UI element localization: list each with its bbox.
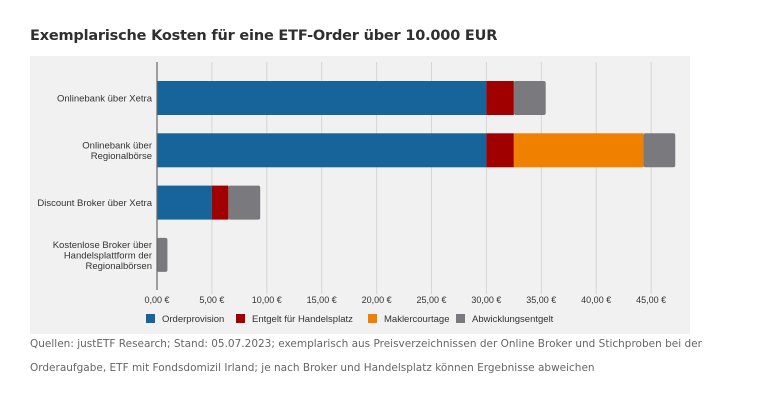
legend-label: Maklercourtage bbox=[384, 314, 449, 325]
legend-swatch bbox=[146, 314, 155, 323]
bar-segment bbox=[157, 237, 168, 272]
x-tick-label: 5,00 € bbox=[199, 295, 224, 305]
bar-segment bbox=[211, 185, 229, 220]
bar-segment bbox=[513, 133, 644, 168]
legend-swatch bbox=[236, 314, 245, 323]
category-label: Kostenlose Broker über Handelsplattform d… bbox=[53, 240, 152, 272]
source-note-line-1: Quellen: justETF Research; Stand: 05.07.… bbox=[30, 338, 702, 350]
bar-segment bbox=[157, 81, 487, 115]
category-label: Onlinebank über Xetra bbox=[57, 94, 153, 105]
bar-segment bbox=[513, 81, 546, 115]
category-label: Onlinebank über Regionalbörse bbox=[82, 141, 152, 163]
x-tick-label: 45,00 € bbox=[636, 295, 666, 305]
bar-segment bbox=[643, 133, 676, 168]
x-tick-label: 0,00 € bbox=[144, 295, 169, 305]
x-tick-label: 15,00 € bbox=[307, 295, 337, 305]
bar-segment bbox=[486, 81, 514, 115]
legend-label: Abwicklungsentgelt bbox=[472, 314, 554, 325]
x-tick-label: 10,00 € bbox=[252, 295, 282, 305]
x-tick-label: 20,00 € bbox=[362, 295, 392, 305]
source-note-line-2: Orderaufgabe, ETF mit Fondsdomizil Irlan… bbox=[30, 362, 595, 374]
legend-swatch bbox=[456, 314, 465, 323]
chart-title: Exemplarische Kosten für eine ETF-Order … bbox=[30, 28, 498, 44]
legend-label: Orderprovision bbox=[162, 314, 224, 325]
bar-segment bbox=[486, 133, 514, 168]
legend-label: Entgelt für Handelsplatz bbox=[252, 314, 353, 325]
x-tick-label: 40,00 € bbox=[581, 295, 611, 305]
x-tick-label: 35,00 € bbox=[526, 295, 556, 305]
legend-swatch bbox=[368, 314, 377, 323]
x-tick-label: 25,00 € bbox=[416, 295, 446, 305]
x-tick-label: 30,00 € bbox=[471, 295, 501, 305]
bar-segment bbox=[157, 185, 212, 220]
bar-segment bbox=[157, 133, 487, 168]
category-label: Discount Broker über Xetra bbox=[37, 198, 152, 209]
bar-segment bbox=[228, 185, 261, 220]
